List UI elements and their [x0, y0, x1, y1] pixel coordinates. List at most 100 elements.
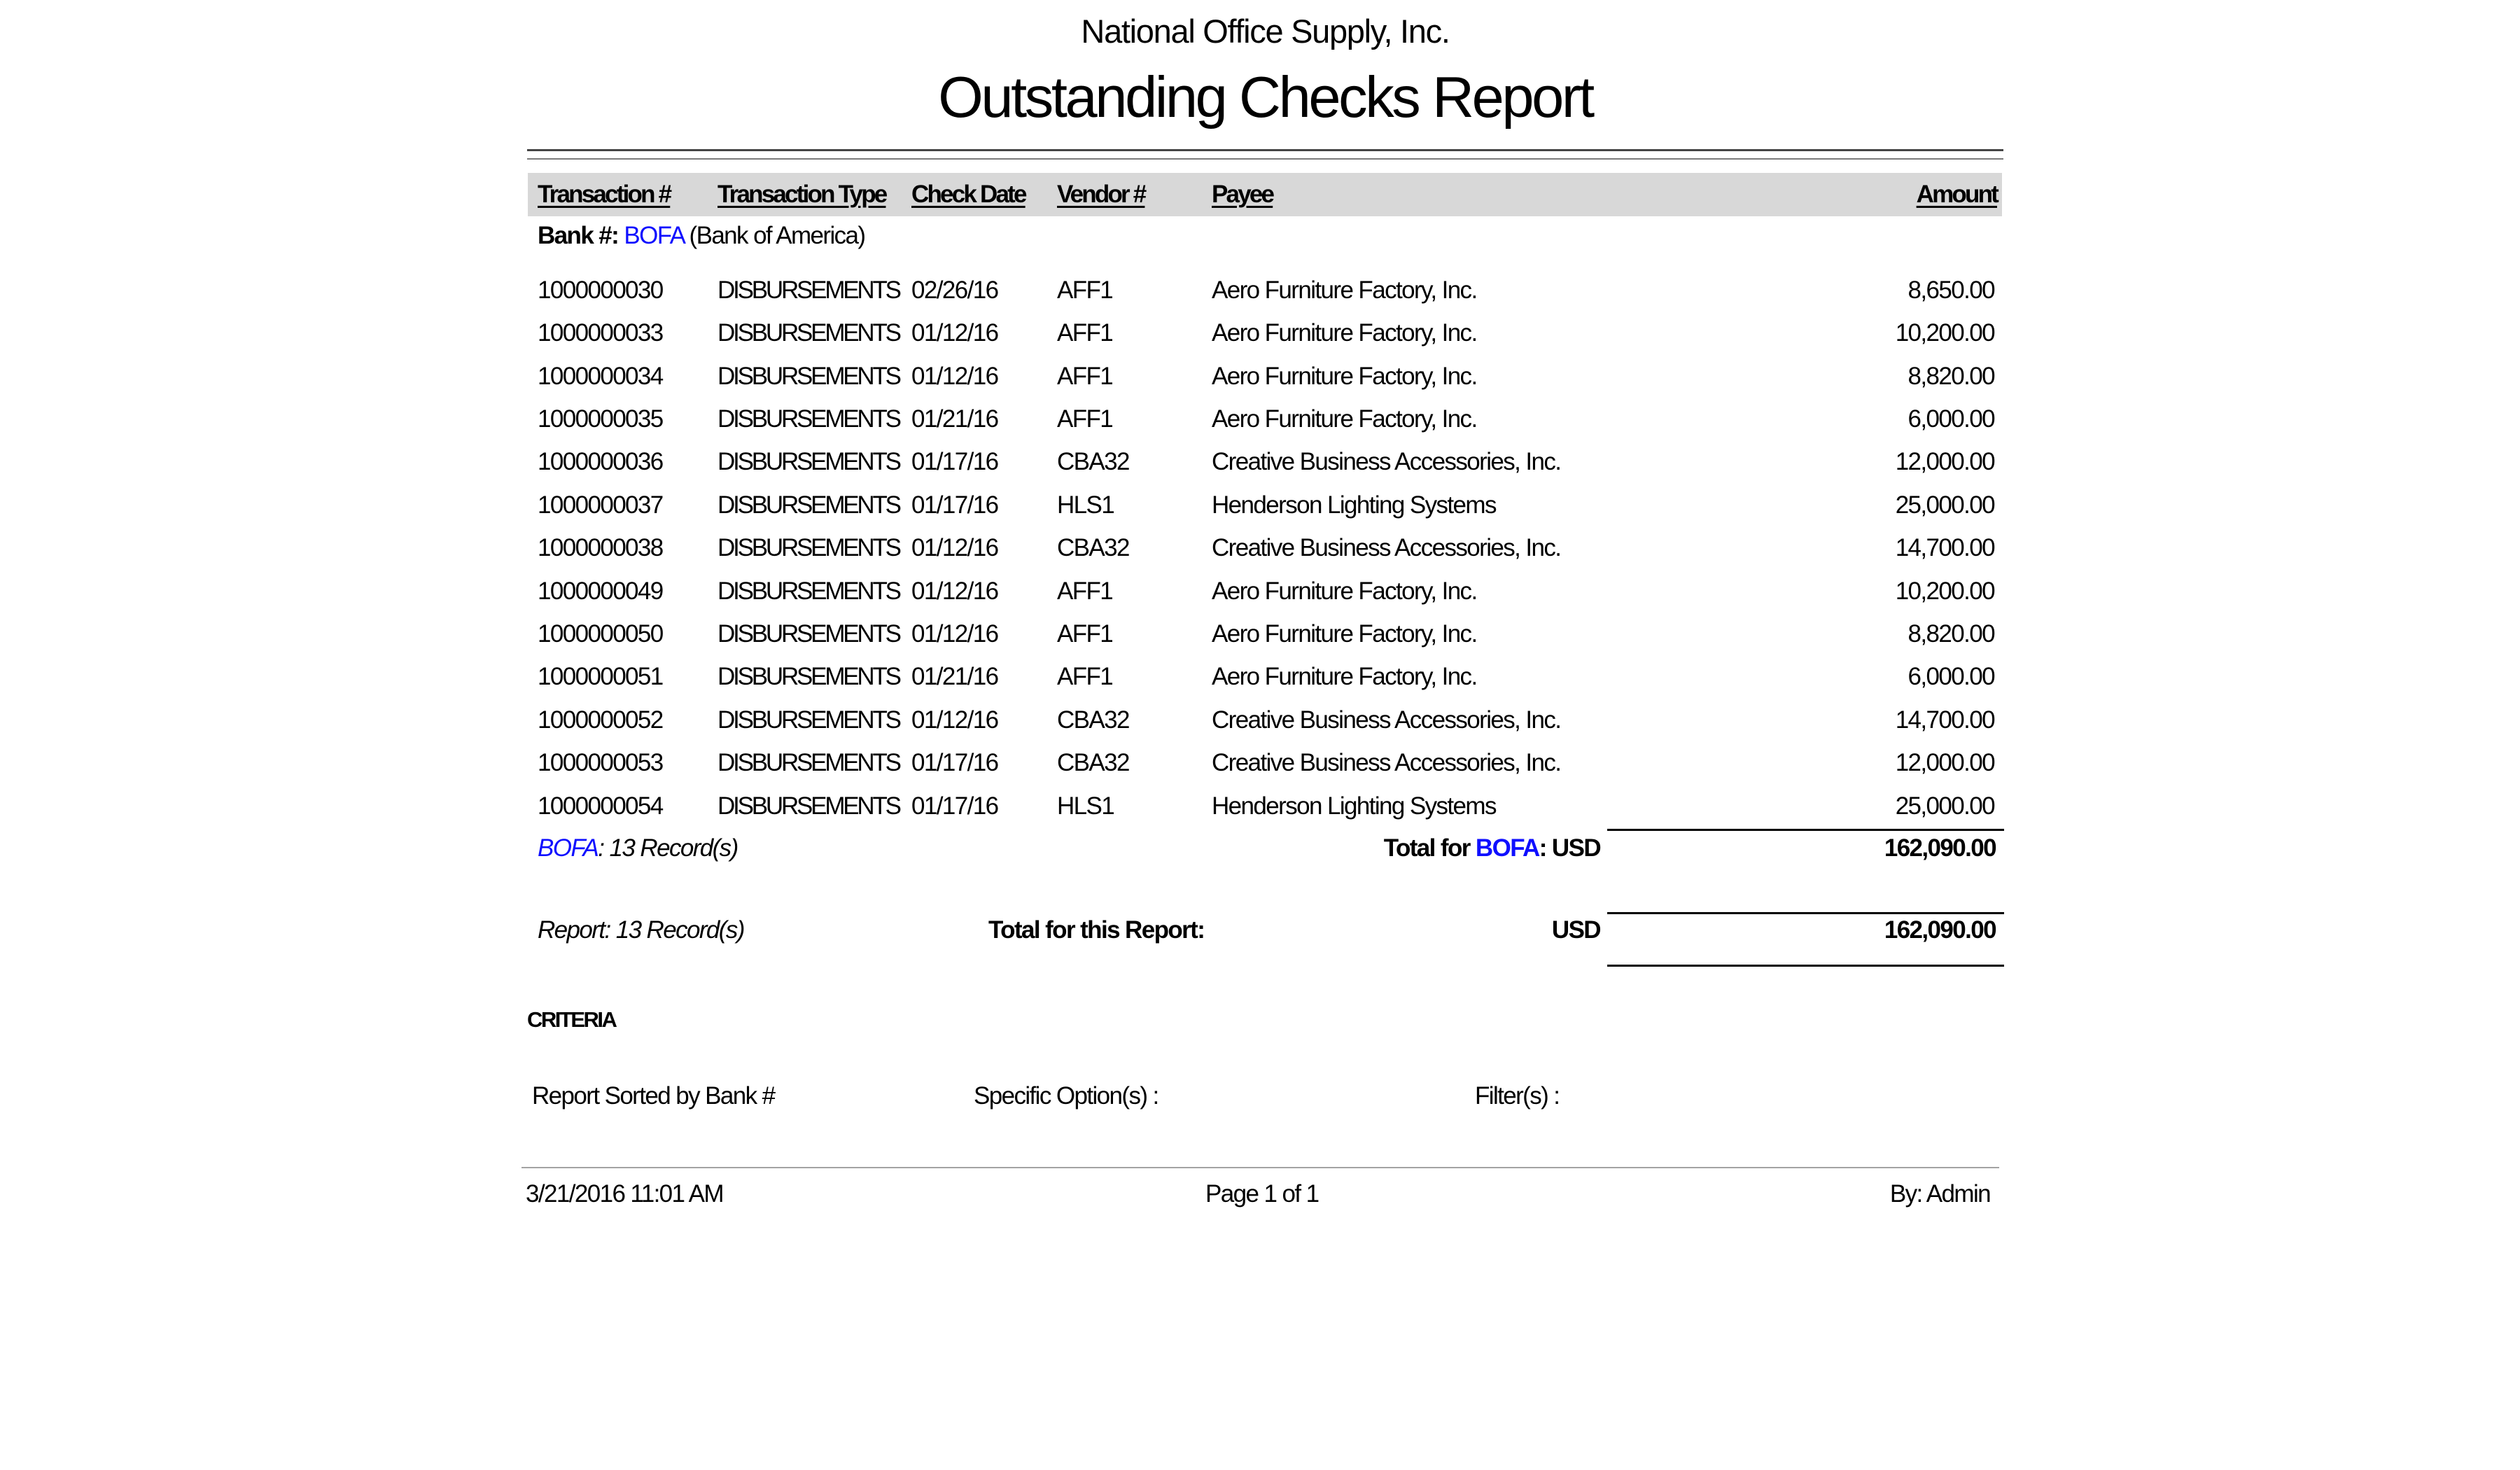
cell-transaction-number: 1000000035	[538, 405, 664, 433]
column-header-check-date: Check Date	[911, 181, 1027, 208]
cell-transaction-type: DISBURSEMENTS	[718, 620, 902, 648]
table-row: 1000000036 DISBURSEMENTS 01/17/16 CBA32 Crea…	[0, 449, 2520, 475]
cell-check-date: 01/12/16	[911, 363, 999, 390]
cell-amount: 8,820.00	[1907, 363, 1996, 390]
bank-group-label: Bank #:	[538, 222, 620, 249]
title-separator-line-light	[527, 158, 2003, 160]
group-record-count-rest: : 13 Record(s)	[598, 834, 738, 862]
column-header-amount: Amount	[1916, 181, 1999, 208]
cell-check-date: 02/26/16	[911, 276, 999, 304]
cell-transaction-number: 1000000034	[538, 363, 664, 390]
cell-amount: 14,700.00	[1895, 534, 1996, 561]
cell-payee: Creative Business Accessories, Inc.	[1212, 749, 1562, 776]
cell-check-date: 01/12/16	[911, 620, 999, 648]
cell-payee: Creative Business Accessories, Inc.	[1212, 534, 1562, 561]
cell-amount: 8,820.00	[1907, 620, 1996, 648]
report-total-line-top	[1607, 912, 2004, 914]
cell-check-date: 01/12/16	[911, 319, 999, 346]
cell-transaction-number: 1000000051	[538, 663, 664, 690]
cell-payee: Henderson Lighting Systems	[1212, 792, 1497, 820]
cell-vendor-number: HLS1	[1057, 491, 1115, 519]
cell-vendor-number: AFF1	[1057, 363, 1114, 390]
cell-payee: Creative Business Accessories, Inc.	[1212, 448, 1562, 475]
table-row: 1000000038 DISBURSEMENTS 01/12/16 CBA32 Crea…	[0, 536, 2520, 561]
group-record-count-code: BOFA	[538, 834, 599, 862]
cell-vendor-number: CBA32	[1057, 448, 1130, 475]
bank-group-name: (Bank of America)	[689, 222, 867, 249]
cell-payee: Creative Business Accessories, Inc.	[1212, 706, 1562, 734]
criteria-filters: Filter(s) :	[1475, 1082, 1560, 1110]
report-total-amount: 162,090.00	[1884, 916, 1997, 944]
cell-vendor-number: AFF1	[1057, 663, 1114, 690]
column-header-band	[528, 173, 2002, 216]
cell-payee: Aero Furniture Factory, Inc.	[1212, 405, 1478, 433]
group-total-label: Total for BOFA: USD	[1383, 834, 1602, 862]
title-separator-line-dark	[527, 149, 2003, 151]
cell-amount: 14,700.00	[1895, 706, 1996, 734]
criteria-specific-options: Specific Option(s) :	[974, 1082, 1159, 1110]
cell-transaction-number: 1000000050	[538, 620, 664, 648]
table-row: 1000000033 DISBURSEMENTS 01/12/16 AFF1 Aero …	[0, 321, 2520, 346]
column-header-transaction-number: Transaction #	[538, 181, 672, 208]
cell-transaction-number: 1000000038	[538, 534, 664, 561]
bank-group-line: Bank #: BOFA (Bank of America)	[538, 222, 867, 249]
cell-transaction-type: DISBURSEMENTS	[718, 448, 902, 475]
cell-check-date: 01/21/16	[911, 663, 999, 690]
footer-separator-line	[522, 1167, 1999, 1168]
cell-amount: 25,000.00	[1895, 792, 1996, 820]
cell-transaction-type: DISBURSEMENTS	[718, 749, 902, 776]
cell-vendor-number: AFF1	[1057, 578, 1114, 605]
cell-transaction-number: 1000000036	[538, 448, 664, 475]
cell-amount: 8,650.00	[1907, 276, 1996, 304]
group-total-label-prefix: Total for	[1383, 834, 1476, 862]
cell-transaction-type: DISBURSEMENTS	[718, 578, 902, 605]
cell-check-date: 01/21/16	[911, 405, 999, 433]
group-record-count: BOFA: 13 Record(s)	[538, 836, 738, 860]
column-header-vendor-number: Vendor #	[1057, 181, 1147, 208]
cell-amount: 25,000.00	[1895, 491, 1996, 519]
table-row: 1000000049 DISBURSEMENTS 01/12/16 AFF1 Aero …	[0, 579, 2520, 604]
table-row: 1000000037 DISBURSEMENTS 01/17/16 HLS1 Hende…	[0, 493, 2520, 518]
cell-vendor-number: AFF1	[1057, 319, 1114, 346]
cell-vendor-number: HLS1	[1057, 792, 1115, 820]
cell-payee: Henderson Lighting Systems	[1212, 491, 1497, 519]
cell-transaction-type: DISBURSEMENTS	[718, 363, 902, 390]
cell-transaction-number: 1000000033	[538, 319, 664, 346]
cell-transaction-type: DISBURSEMENTS	[718, 491, 902, 519]
report-total-label: Total for this Report:	[988, 916, 1205, 944]
column-header-transaction-type: Transaction Type	[718, 181, 888, 208]
cell-transaction-number: 1000000030	[538, 276, 664, 304]
footer-datetime: 3/21/2016 11:01 AM	[526, 1180, 724, 1208]
column-header-payee: Payee	[1212, 181, 1275, 208]
cell-payee: Aero Furniture Factory, Inc.	[1212, 319, 1478, 346]
criteria-heading: CRITERIA	[527, 1007, 617, 1032]
cell-vendor-number: AFF1	[1057, 620, 1114, 648]
table-row: 1000000054 DISBURSEMENTS 01/17/16 HLS1 Hende…	[0, 794, 2520, 819]
cell-check-date: 01/17/16	[911, 491, 999, 519]
cell-payee: Aero Furniture Factory, Inc.	[1212, 578, 1478, 605]
cell-vendor-number: AFF1	[1057, 405, 1114, 433]
report-total-currency: USD	[1551, 916, 1602, 944]
cell-check-date: 01/12/16	[911, 534, 999, 561]
cell-amount: 12,000.00	[1895, 448, 1996, 475]
table-row: 1000000034 DISBURSEMENTS 01/12/16 AFF1 Aero …	[0, 364, 2520, 389]
group-total-amount: 162,090.00	[1884, 834, 1997, 862]
cell-transaction-number: 1000000053	[538, 749, 664, 776]
group-total-label-code: BOFA	[1475, 834, 1540, 862]
group-total-line	[1607, 829, 2004, 831]
cell-transaction-type: DISBURSEMENTS	[718, 319, 902, 346]
bank-group-code: BOFA	[624, 222, 685, 249]
criteria-sorted-by: Report Sorted by Bank #	[532, 1082, 776, 1110]
cell-transaction-number: 1000000049	[538, 578, 664, 605]
cell-check-date: 01/17/16	[911, 448, 999, 475]
table-row: 1000000050 DISBURSEMENTS 01/12/16 AFF1 Aero …	[0, 622, 2520, 647]
cell-vendor-number: CBA32	[1057, 749, 1130, 776]
cell-payee: Aero Furniture Factory, Inc.	[1212, 663, 1478, 690]
page-title: Outstanding Checks Report	[938, 64, 1595, 130]
cell-vendor-number: CBA32	[1057, 706, 1130, 734]
cell-payee: Aero Furniture Factory, Inc.	[1212, 363, 1478, 390]
table-row: 1000000035 DISBURSEMENTS 01/21/16 AFF1 Aero …	[0, 407, 2520, 432]
footer-generated-by: By: Admin	[1889, 1180, 1991, 1208]
group-total-label-suffix: : USD	[1539, 834, 1602, 862]
cell-transaction-type: DISBURSEMENTS	[718, 534, 902, 561]
